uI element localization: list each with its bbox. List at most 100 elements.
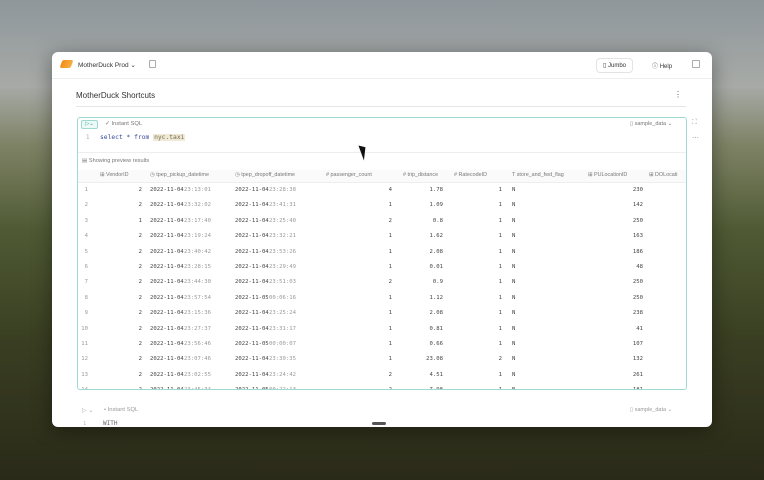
- table-row[interactable]: 13 2 2022-11-04 23:02:55 2022-11-04 23:24:42 2…: [78, 368, 686, 383]
- notebook-title[interactable]: MotherDuck Shortcuts: [76, 91, 156, 100]
- table-cell: N: [512, 202, 516, 209]
- table-cell: 23:29:49: [269, 264, 296, 270]
- table-cell: 2: [138, 264, 142, 270]
- table-cell: 1: [498, 187, 502, 193]
- table-cell: 2022-11-04: [235, 217, 269, 224]
- col-trip-distance[interactable]: # trip_distance: [403, 172, 439, 178]
- table-cell: 2022-11-04: [150, 325, 184, 332]
- jumbo-button[interactable]: ▯ Jumbo: [596, 58, 633, 73]
- panel-toggle-icon[interactable]: [692, 60, 700, 68]
- col-flag[interactable]: T store_and_fwd_flag: [512, 172, 564, 178]
- table-row[interactable]: 2 2 2022-11-04 23:32:02 2022-11-04 23:41:31 1 1…: [78, 198, 686, 213]
- table-cell: N: [512, 371, 516, 378]
- table-cell: 2022-11-05: [235, 341, 269, 347]
- table-cell: 23:07:46: [184, 356, 211, 363]
- table-cell: 2022-11-04: [150, 341, 184, 347]
- table-cell: 2: [138, 371, 142, 378]
- table-cell: 23:02:55: [184, 371, 211, 378]
- workspace-selector[interactable]: MotherDuck Prod ⌄: [78, 61, 136, 69]
- table-cell: 1: [498, 217, 502, 224]
- col-pickup[interactable]: ◷ tpep_pickup_datetime: [150, 172, 209, 178]
- table-cell: 23:27:37: [184, 325, 211, 332]
- col-dropoff[interactable]: ◷ tpep_dropoff_datetime: [235, 172, 296, 178]
- table-row[interactable]: 10 2 2022-11-04 23:27:37 2022-11-04 23:31:17 1…: [78, 322, 686, 337]
- table-header: ⊞ VendorID ◷ tpep_pickup_datetime ◷ tpep…: [78, 170, 686, 183]
- expand-icon[interactable]: ⛶: [692, 119, 697, 126]
- database-selector[interactable]: ▯ sample_data ⌄: [630, 407, 673, 413]
- table-cell: 1: [498, 310, 502, 317]
- scroll-handle[interactable]: [372, 422, 386, 425]
- instant-sql-toggle[interactable]: ✓ Instant SQL: [105, 121, 142, 127]
- table-cell: 7: [84, 279, 88, 286]
- table-row[interactable]: 8 2 2022-11-04 23:57:54 2022-11-05 00:06:16 1 1…: [78, 291, 686, 306]
- table-cell: 0.8: [432, 217, 443, 224]
- table-cell: 23:30:35: [269, 356, 296, 363]
- code-editor[interactable]: WITH: [103, 420, 118, 427]
- table-cell: 23:51:03: [269, 279, 296, 286]
- table-cell: 2022-11-04: [235, 356, 269, 363]
- table-cell: 4: [84, 233, 88, 240]
- col-passenger[interactable]: # passenger_count: [326, 172, 372, 178]
- table-cell: N: [512, 187, 516, 193]
- table-cell: 6: [84, 264, 88, 270]
- table-cell: 2022-11-04: [235, 310, 269, 317]
- table-row[interactable]: 3 1 2022-11-04 23:17:40 2022-11-04 23:25:40 2 0…: [78, 214, 686, 229]
- table-cell: 2: [138, 202, 142, 209]
- instant-sql-toggle[interactable]: • Instant SQL: [104, 407, 139, 413]
- sidebar-toggle-icon[interactable]: [149, 60, 156, 68]
- table-cell: 2.08: [429, 310, 443, 317]
- col-ratecode[interactable]: # RatecodeID: [454, 172, 487, 178]
- table-cell: N: [512, 310, 516, 317]
- col-dolocation[interactable]: ⊞ DOLocati: [649, 172, 678, 178]
- table-cell: 23:15:36: [184, 310, 211, 317]
- table-cell: 23.08: [426, 356, 443, 363]
- col-pulocation[interactable]: ⊞ PULocationID: [588, 172, 628, 178]
- table-cell: 2022-11-04: [150, 264, 184, 270]
- table-row[interactable]: 4 2 2022-11-04 23:19:24 2022-11-04 23:32:21 1 1…: [78, 229, 686, 244]
- help-button[interactable]: ⓘ Help: [652, 61, 672, 70]
- sql-cell[interactable]: ▷⌄ ✓ Instant SQL ▯ sample_data ⌄ 1 selec…: [77, 117, 687, 390]
- table-row[interactable]: 11 2 2022-11-04 23:56:46 2022-11-05 00:00:07 1…: [78, 337, 686, 352]
- table-cell: 1: [498, 371, 502, 378]
- table-cell: 8: [84, 294, 88, 301]
- more-options-icon[interactable]: ⋮: [674, 90, 682, 99]
- table-row[interactable]: 9 2 2022-11-04 23:15:36 2022-11-04 23:25:24 1 2…: [78, 306, 686, 321]
- table-cell: 0.9: [432, 279, 443, 286]
- code-editor[interactable]: select * from nyc.taxi: [100, 134, 186, 141]
- table-cell: 2022-11-04: [235, 325, 269, 332]
- divider: [78, 152, 686, 153]
- table-cell: 2022-11-04: [150, 202, 184, 209]
- table-row[interactable]: 12 2 2022-11-04 23:07:46 2022-11-04 23:30:35 1…: [78, 352, 686, 367]
- table-cell: 1: [388, 233, 392, 240]
- table-cell: 1: [498, 202, 502, 209]
- table-cell: 2022-11-04: [150, 371, 184, 378]
- table-row[interactable]: 1 2 2022-11-04 23:13:01 2022-11-04 23:28:38 4 1…: [78, 183, 686, 198]
- table-cell: 1.62: [429, 233, 443, 240]
- table-cell: 2.08: [429, 248, 443, 255]
- run-button[interactable]: ▷⌄: [81, 120, 98, 129]
- table-cell: 0.66: [429, 341, 443, 347]
- table-row[interactable]: 6 2 2022-11-04 23:28:15 2022-11-04 23:29:49 1 0…: [78, 260, 686, 275]
- table-cell: 1: [498, 248, 502, 255]
- table-cell: 1: [388, 264, 392, 270]
- run-button[interactable]: ▷ ⌄: [82, 408, 94, 414]
- col-label: tpep_pickup_datetime: [156, 172, 209, 178]
- table-row[interactable]: 5 2 2022-11-04 23:40:42 2022-11-04 23:53:26 1 2…: [78, 245, 686, 260]
- table-cell: 2: [138, 187, 142, 193]
- table-cell: 2022-11-04: [235, 264, 269, 270]
- table-cell: 11: [81, 341, 88, 347]
- table-cell: 142: [632, 202, 643, 209]
- database-selector[interactable]: ▯ sample_data ⌄: [630, 121, 673, 127]
- table-cell: 2022-11-04: [235, 279, 269, 286]
- cell-menu-icon[interactable]: ⋯: [692, 135, 699, 142]
- table-cell: 23:57:54: [184, 294, 211, 301]
- table-cell: 7.98: [398, 387, 443, 389]
- code-keywords: select * from: [100, 134, 154, 141]
- table-cell: 12: [81, 356, 88, 363]
- table-cell: 23:40:42: [184, 248, 211, 255]
- table-row[interactable]: 7 2 2022-11-04 23:44:30 2022-11-04 23:51:03 2 0…: [78, 275, 686, 290]
- table-cell: 10: [81, 325, 88, 332]
- table-cell: 00:22:13: [269, 387, 309, 389]
- col-vendorid[interactable]: ⊞ VendorID: [100, 172, 129, 178]
